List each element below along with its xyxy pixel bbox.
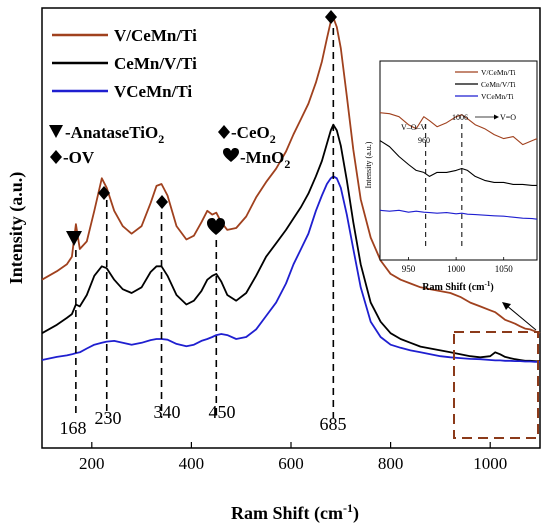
marker-anatase-168 xyxy=(66,231,82,246)
inset-legend-label-cemn-v-ti: CeMn/V/Ti xyxy=(481,80,516,89)
inset-annotation-vov: V–O–V xyxy=(401,123,427,132)
peak-label: 230 xyxy=(95,408,122,428)
peak-lines xyxy=(75,28,335,418)
phase-label-anatase: -AnataseTiO2 xyxy=(65,123,164,146)
diamond-icon-ov xyxy=(50,150,62,164)
inset-series-line-v-cemn-ti xyxy=(379,112,538,146)
zoom-arrow xyxy=(505,304,537,331)
legend-label-v-cemn-ti: V/CeMn/Ti xyxy=(114,26,197,45)
heart-icon xyxy=(223,148,239,162)
legend-label-vcemn-ti: VCeMn/Ti xyxy=(114,82,192,101)
inset-legend: V/CeMn/Ti CeMn/V/Ti VCeMn/Ti xyxy=(455,68,516,101)
inset-x-tick-label: 1050 xyxy=(495,264,514,274)
zoom-arrowhead-icon xyxy=(502,302,511,310)
phase-label-ov: -OV xyxy=(63,148,95,167)
inset-legend-label-v-cemn-ti: V/CeMn/Ti xyxy=(481,68,516,77)
legend-label-cemn-v-ti: CeMn/V/Ti xyxy=(114,54,197,73)
peak-label: 685 xyxy=(320,414,347,434)
inset-annotation-vo: V=O xyxy=(500,113,516,122)
x-tick-label: 600 xyxy=(278,454,304,473)
peak-label: 450 xyxy=(209,402,236,422)
series-line-cemn-v-ti xyxy=(41,123,541,363)
phase-legend: -AnataseTiO2 -CeO2 -OV -MnO2 xyxy=(49,123,290,171)
peak-labels: 168 230 340 450 685 xyxy=(60,402,347,438)
x-axis-label: Ram Shift (cm-1) xyxy=(231,501,359,524)
inset-series-line-vcemn-ti xyxy=(379,209,538,220)
inset-annotation-1006: 1006 xyxy=(452,113,468,122)
marker-ov-340 xyxy=(156,195,168,209)
series-lines xyxy=(41,16,541,363)
series-line-vcemn-ti xyxy=(41,175,540,363)
highlight-box xyxy=(453,331,539,439)
marker-mno2-450 xyxy=(207,218,225,235)
peak-markers xyxy=(66,10,337,246)
inset-x-tick-label: 950 xyxy=(402,264,416,274)
phase-label-ceo2: -CeO2 xyxy=(231,123,276,146)
inset-frame xyxy=(379,60,538,261)
x-tick-label: 400 xyxy=(179,454,205,473)
inset-x-axis-label: Ram Shift (cm-1) xyxy=(422,280,493,293)
phase-label-mno2: -MnO2 xyxy=(240,148,290,171)
diamond-icon-ceo2 xyxy=(218,125,230,139)
x-tick-label: 200 xyxy=(79,454,105,473)
peak-label: 340 xyxy=(154,402,181,422)
marker-ceo2-230 xyxy=(98,186,110,200)
series-line-v-cemn-ti xyxy=(41,16,541,335)
x-ticks: 200 400 600 800 1000 xyxy=(79,442,507,473)
marker-ceo2-685 xyxy=(325,10,337,24)
inset-series-line-cemn-v-ti xyxy=(379,140,537,186)
inset-series-lines xyxy=(379,112,538,220)
inset-peak-lines xyxy=(425,124,463,248)
inset-x-tick-label: 1000 xyxy=(447,264,466,274)
inset-panel: Intensity (a.u.) Ram Shift (cm-1) 950 100… xyxy=(364,60,538,293)
x-tick-label: 1000 xyxy=(473,454,507,473)
inset-annotation-960: 960 xyxy=(418,136,430,145)
peak-label: 168 xyxy=(60,418,87,438)
x-tick-label: 800 xyxy=(378,454,404,473)
down-triangle-icon xyxy=(49,125,63,138)
inset-y-axis-label: Intensity (a.u.) xyxy=(364,141,373,188)
y-axis-label: Intensity (a.u.) xyxy=(6,172,27,285)
inset-x-ticks: 950 1000 1050 xyxy=(402,257,513,274)
inset-arrowhead-icon xyxy=(494,114,499,120)
legend: V/CeMn/Ti CeMn/V/Ti VCeMn/Ti xyxy=(52,26,197,101)
inset-legend-label-vcemn-ti: VCeMn/Ti xyxy=(481,92,514,101)
